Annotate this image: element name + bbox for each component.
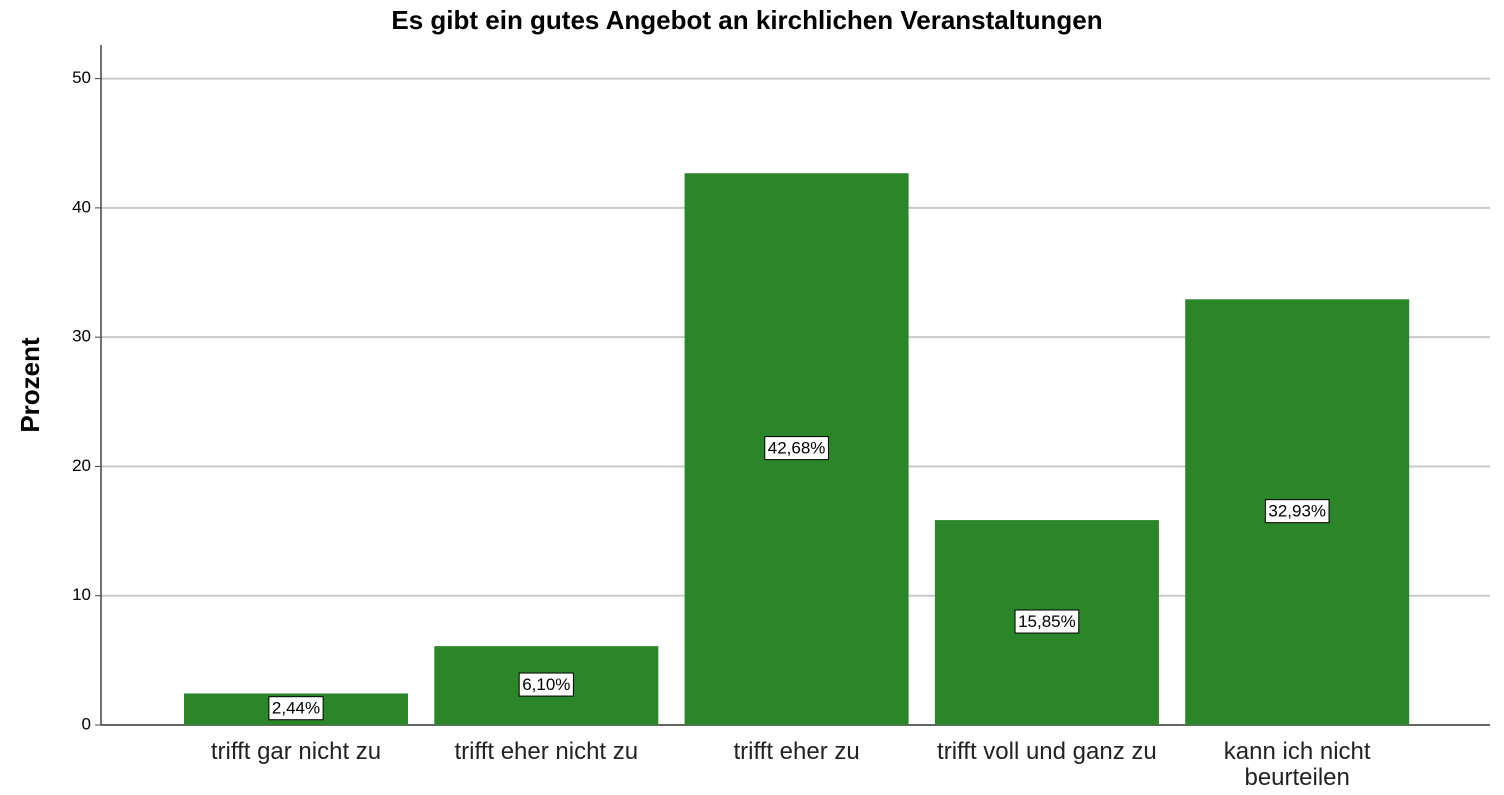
x-tick-label: trifft gar nicht zu bbox=[210, 738, 382, 765]
y-tick-label: 20 bbox=[72, 456, 91, 475]
value-label: 2,44% bbox=[272, 699, 320, 718]
value-label-box bbox=[1014, 609, 1080, 634]
y-tick-label: 0 bbox=[82, 714, 91, 733]
value-label: 15,85% bbox=[1018, 612, 1076, 631]
x-tick-label: trifft eher zu bbox=[733, 738, 860, 765]
value-label: 32,93% bbox=[1268, 502, 1326, 521]
value-label-box bbox=[518, 672, 574, 697]
x-tick-label: trifft eher nicht zu bbox=[454, 738, 639, 765]
y-tick-label: 10 bbox=[72, 585, 91, 604]
x-tick-label: trifft voll und ganz zu bbox=[937, 738, 1157, 765]
x-tick-label: kann ich nicht beurteilen bbox=[1223, 738, 1371, 791]
value-label: 6,10% bbox=[522, 675, 570, 694]
value-label-box bbox=[268, 696, 324, 721]
y-tick-label: 40 bbox=[72, 197, 91, 216]
value-label-box bbox=[764, 436, 829, 461]
value-label-box bbox=[1264, 499, 1330, 524]
y-tick-label: 50 bbox=[72, 68, 91, 87]
y-axis-label: Prozent bbox=[15, 337, 45, 433]
chart-title: Es gibt ein gutes Angebot an kirchlichen… bbox=[391, 5, 1102, 35]
y-tick-label: 30 bbox=[72, 327, 91, 346]
value-label: 42,68% bbox=[768, 439, 826, 458]
